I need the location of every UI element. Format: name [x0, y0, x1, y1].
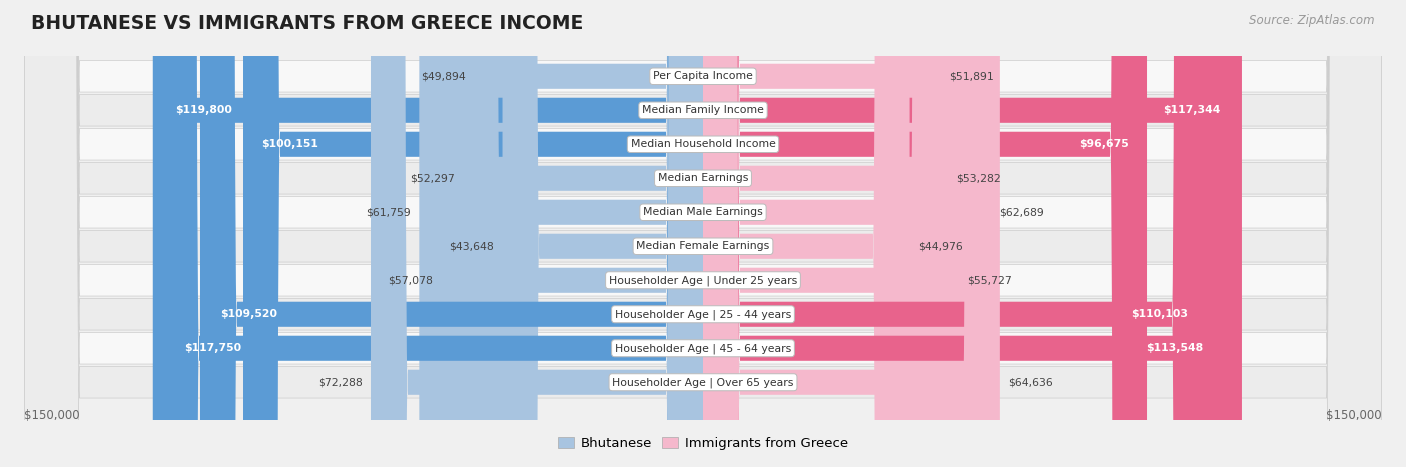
Text: $53,282: $53,282 [956, 173, 1001, 183]
FancyBboxPatch shape [24, 0, 1382, 467]
Text: $150,000: $150,000 [1326, 409, 1382, 422]
Text: $51,891: $51,891 [949, 71, 994, 81]
Text: $61,759: $61,759 [367, 207, 411, 217]
Text: Householder Age | Under 25 years: Householder Age | Under 25 years [609, 275, 797, 285]
Text: Median Male Earnings: Median Male Earnings [643, 207, 763, 217]
FancyBboxPatch shape [703, 0, 1241, 467]
Text: Median Female Earnings: Median Female Earnings [637, 241, 769, 251]
Text: Householder Age | 25 - 44 years: Householder Age | 25 - 44 years [614, 309, 792, 319]
Text: $96,675: $96,675 [1080, 139, 1129, 149]
FancyBboxPatch shape [24, 0, 1382, 467]
FancyBboxPatch shape [703, 0, 1147, 467]
Text: $110,103: $110,103 [1132, 309, 1188, 319]
FancyBboxPatch shape [200, 0, 703, 467]
Text: $150,000: $150,000 [24, 409, 80, 422]
Text: $43,648: $43,648 [450, 241, 495, 251]
Text: $109,520: $109,520 [221, 309, 277, 319]
Text: $44,976: $44,976 [918, 241, 963, 251]
FancyBboxPatch shape [24, 0, 1382, 467]
Text: $52,297: $52,297 [409, 173, 454, 183]
Text: $100,151: $100,151 [262, 139, 318, 149]
Text: $55,727: $55,727 [967, 275, 1012, 285]
Text: $49,894: $49,894 [420, 71, 465, 81]
Text: Median Household Income: Median Household Income [630, 139, 776, 149]
FancyBboxPatch shape [703, 0, 959, 467]
Text: $62,689: $62,689 [1000, 207, 1043, 217]
Text: $64,636: $64,636 [1008, 377, 1053, 387]
Text: Median Family Income: Median Family Income [643, 105, 763, 115]
Text: Householder Age | Over 65 years: Householder Age | Over 65 years [612, 377, 794, 388]
FancyBboxPatch shape [371, 0, 703, 467]
Text: Median Earnings: Median Earnings [658, 173, 748, 183]
FancyBboxPatch shape [474, 0, 703, 467]
Text: Per Capita Income: Per Capita Income [652, 71, 754, 81]
FancyBboxPatch shape [24, 0, 1382, 467]
FancyBboxPatch shape [243, 0, 703, 467]
FancyBboxPatch shape [463, 0, 703, 467]
FancyBboxPatch shape [419, 0, 703, 467]
FancyBboxPatch shape [153, 0, 703, 467]
FancyBboxPatch shape [703, 0, 948, 467]
FancyBboxPatch shape [24, 0, 1382, 467]
FancyBboxPatch shape [24, 0, 1382, 467]
Text: $113,548: $113,548 [1146, 343, 1204, 353]
Text: $117,750: $117,750 [184, 343, 240, 353]
FancyBboxPatch shape [24, 0, 1382, 467]
FancyBboxPatch shape [703, 0, 1225, 467]
Text: $117,344: $117,344 [1163, 105, 1220, 115]
Text: $72,288: $72,288 [318, 377, 363, 387]
Text: Householder Age | 45 - 64 years: Householder Age | 45 - 64 years [614, 343, 792, 354]
FancyBboxPatch shape [24, 0, 1382, 467]
FancyBboxPatch shape [703, 0, 1209, 467]
FancyBboxPatch shape [703, 0, 942, 467]
FancyBboxPatch shape [703, 0, 910, 467]
FancyBboxPatch shape [24, 0, 1382, 467]
Text: BHUTANESE VS IMMIGRANTS FROM GREECE INCOME: BHUTANESE VS IMMIGRANTS FROM GREECE INCO… [31, 14, 583, 33]
Text: $119,800: $119,800 [174, 105, 232, 115]
FancyBboxPatch shape [24, 0, 1382, 467]
Legend: Bhutanese, Immigrants from Greece: Bhutanese, Immigrants from Greece [553, 432, 853, 456]
FancyBboxPatch shape [703, 0, 1000, 467]
Text: $57,078: $57,078 [388, 275, 433, 285]
FancyBboxPatch shape [162, 0, 703, 467]
FancyBboxPatch shape [502, 0, 703, 467]
Text: Source: ZipAtlas.com: Source: ZipAtlas.com [1250, 14, 1375, 27]
FancyBboxPatch shape [441, 0, 703, 467]
FancyBboxPatch shape [703, 0, 991, 467]
